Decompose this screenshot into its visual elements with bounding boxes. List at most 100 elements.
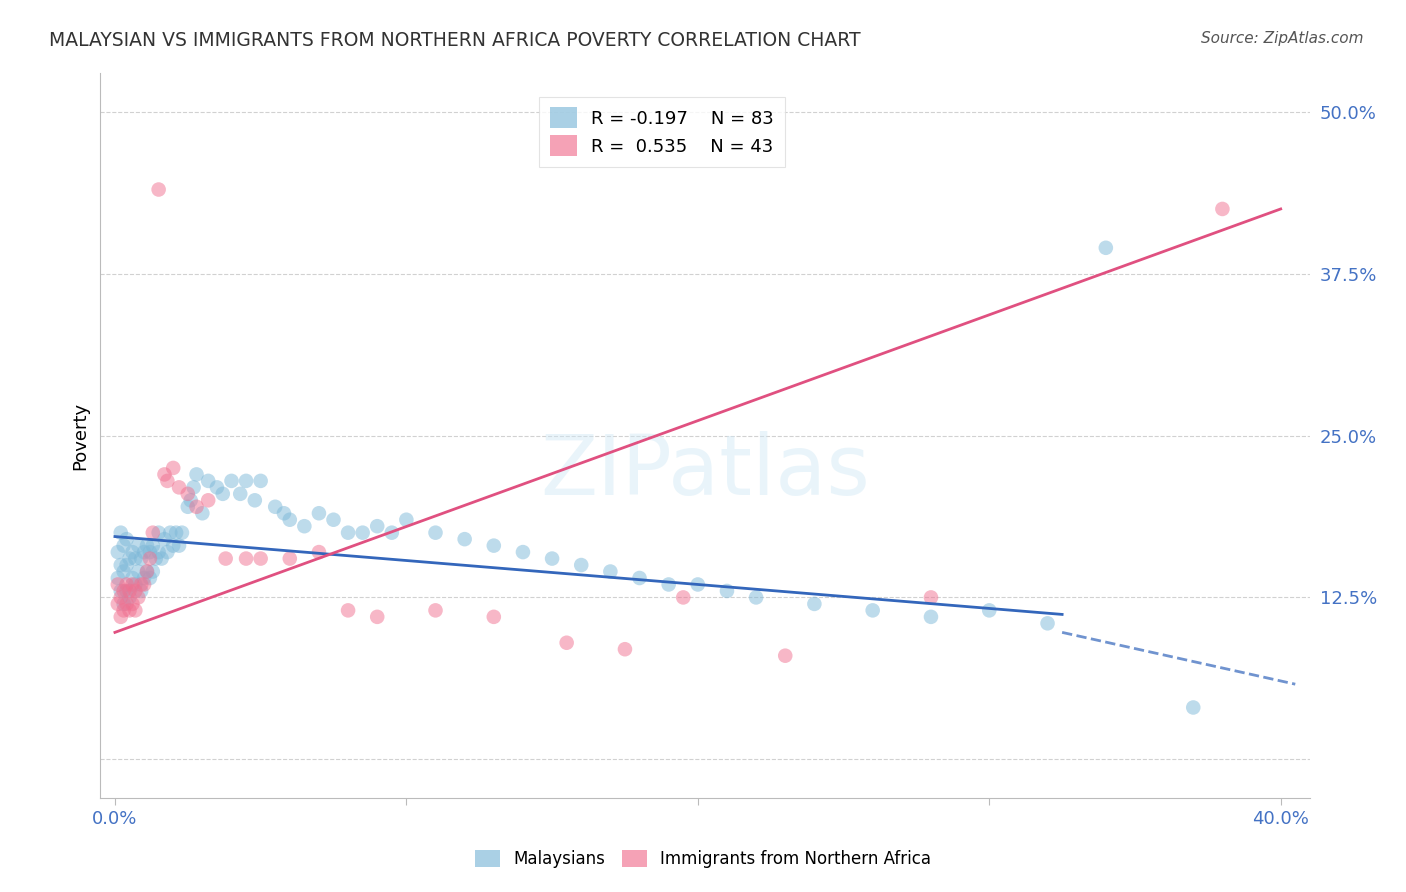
Point [221,474,243,488]
Point [512,545,534,559]
Point [366,610,388,624]
Point [803,597,825,611]
Point [555,636,578,650]
Point [1211,202,1233,216]
Point [292,519,315,533]
Point [145,551,167,566]
Point [148,182,170,196]
Point [425,603,447,617]
Point [118,591,141,605]
Point [186,500,208,514]
Point [243,493,266,508]
Point [366,519,388,533]
Point [156,474,179,488]
Point [395,513,418,527]
Point [115,558,138,572]
Point [121,597,143,611]
Point [541,551,564,566]
Point [979,603,1001,617]
Point [322,513,344,527]
Point [1036,616,1059,631]
Point [124,577,146,591]
Point [191,506,214,520]
Point [129,583,152,598]
Point [132,577,155,591]
Text: MALAYSIAN VS IMMIGRANTS FROM NORTHERN AFRICA POVERTY CORRELATION CHART: MALAYSIAN VS IMMIGRANTS FROM NORTHERN AF… [49,31,860,50]
Point [129,577,152,591]
Point [112,603,135,617]
Point [308,506,330,520]
Point [162,461,184,475]
Point [110,525,132,540]
Point [112,583,135,598]
Point [183,480,205,494]
Legend: Malaysians, Immigrants from Northern Africa: Malaysians, Immigrants from Northern Afr… [468,843,938,875]
Point [121,577,143,591]
Point [482,539,505,553]
Point [110,558,132,572]
Point [177,500,200,514]
Point [165,525,187,540]
Point [121,545,143,559]
Point [107,545,129,559]
Point [115,583,138,598]
Point [156,545,179,559]
Point [920,591,942,605]
Point [482,610,505,624]
Point [716,583,738,598]
Point [1182,700,1205,714]
Point [142,525,165,540]
Point [139,551,162,566]
Point [112,539,135,553]
Point [337,603,360,617]
Point [672,591,695,605]
Point [150,551,173,566]
Point [215,551,238,566]
Y-axis label: Poverty: Poverty [72,401,89,469]
Point [197,493,219,508]
Point [381,525,404,540]
Point [229,487,252,501]
Point [569,558,592,572]
Point [205,480,228,494]
Point [167,480,190,494]
Point [167,539,190,553]
Point [136,565,159,579]
Point [773,648,796,663]
Point [136,539,159,553]
Point [235,474,257,488]
Point [745,591,768,605]
Point [197,474,219,488]
Point [136,565,159,579]
Point [920,610,942,624]
Point [139,571,162,585]
Point [115,532,138,546]
Point [628,571,651,585]
Point [658,577,681,591]
Point [118,583,141,598]
Point [124,583,146,598]
Point [118,603,141,617]
Point [118,551,141,566]
Point [115,577,138,591]
Point [235,551,257,566]
Point [107,577,129,591]
Point [352,525,374,540]
Point [110,610,132,624]
Point [148,545,170,559]
Point [110,591,132,605]
Text: Source: ZipAtlas.com: Source: ZipAtlas.com [1201,31,1364,46]
Point [124,551,146,566]
Point [129,551,152,566]
Point [112,565,135,579]
Point [112,597,135,611]
Point [264,500,287,514]
Point [153,532,176,546]
Point [159,525,181,540]
Point [142,565,165,579]
Point [115,597,138,611]
Point [278,513,301,527]
Point [273,506,295,520]
Point [453,532,475,546]
Legend: R = -0.197    N = 83, R =  0.535    N = 43: R = -0.197 N = 83, R = 0.535 N = 43 [538,96,785,167]
